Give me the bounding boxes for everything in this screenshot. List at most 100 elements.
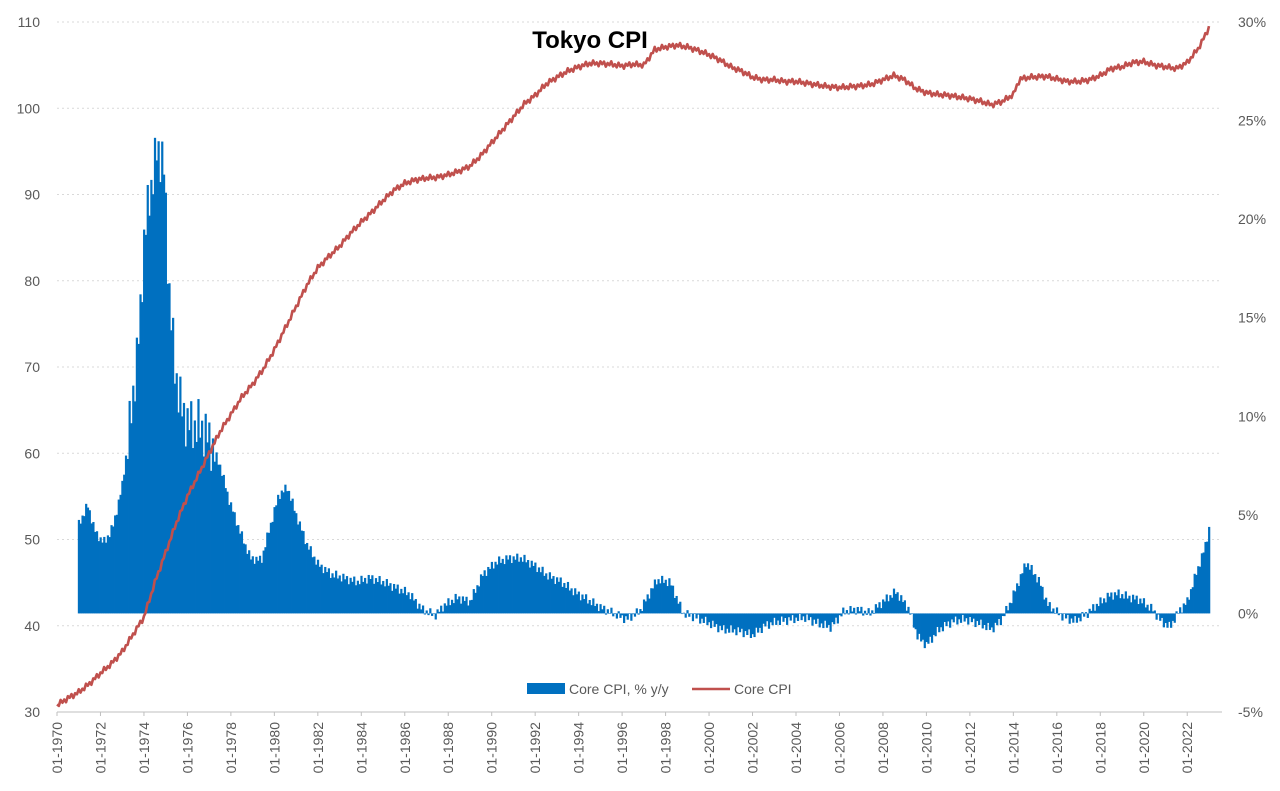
bar (421, 605, 425, 614)
bar (1059, 613, 1062, 614)
bar (530, 560, 533, 614)
right-tick-label: 15% (1238, 310, 1266, 326)
bar (469, 600, 472, 614)
bar (901, 602, 905, 614)
bar (126, 458, 129, 614)
bar (318, 566, 321, 614)
bar (1195, 574, 1198, 614)
bar (418, 603, 421, 614)
left-tick-label: 80 (24, 273, 40, 289)
bar (121, 480, 124, 614)
right-tick-label: 0% (1238, 605, 1258, 621)
bar (479, 574, 483, 614)
bar (925, 613, 928, 643)
bar (150, 179, 153, 614)
bar (829, 613, 832, 632)
bar (584, 594, 588, 614)
bar (190, 401, 193, 614)
bar (588, 599, 591, 614)
bar (900, 595, 903, 614)
bar (668, 578, 671, 614)
x-tick-label: 01-2014 (1005, 722, 1021, 774)
bar (344, 579, 347, 614)
bar (878, 602, 881, 614)
bar (738, 613, 742, 633)
bar (655, 584, 658, 614)
bar (646, 594, 649, 614)
bar (831, 613, 834, 623)
bar (307, 549, 311, 614)
bar (275, 505, 278, 614)
bar (673, 597, 676, 614)
bar (1093, 610, 1097, 614)
bar (815, 613, 818, 624)
bar (782, 613, 785, 622)
bar (842, 607, 845, 614)
bar (106, 535, 110, 614)
bar (95, 531, 99, 614)
bar (1188, 599, 1191, 614)
bar (414, 599, 417, 614)
bar (373, 583, 376, 614)
bar (463, 600, 466, 614)
bar (697, 613, 700, 615)
bar (289, 500, 292, 614)
bar (416, 608, 419, 614)
bar (481, 575, 484, 614)
bar (726, 613, 729, 629)
bar (260, 562, 263, 614)
bar (1155, 613, 1158, 620)
bar (595, 603, 599, 614)
bar (104, 542, 108, 614)
left-tick-label: 60 (24, 445, 40, 461)
bar (731, 613, 734, 633)
bar (659, 583, 662, 614)
bar (700, 613, 704, 619)
bar (153, 137, 157, 614)
bar (99, 537, 102, 614)
bar (920, 613, 923, 642)
bar (181, 416, 184, 614)
bar (1057, 613, 1060, 616)
bar (494, 561, 497, 614)
bar (572, 595, 575, 614)
bar (800, 613, 803, 621)
left-tick-label: 90 (24, 187, 40, 203)
x-tick-label: 01-2004 (788, 722, 804, 774)
bar (108, 537, 111, 614)
bar (137, 343, 140, 614)
bar (510, 563, 513, 614)
bar (719, 613, 722, 626)
bar (112, 526, 115, 614)
bar (258, 555, 262, 614)
bar (776, 613, 780, 621)
bar (1197, 566, 1200, 614)
bar (1108, 596, 1111, 614)
bar (380, 584, 383, 614)
bar (152, 194, 155, 614)
bar (505, 555, 508, 614)
bar (284, 484, 287, 614)
bar (1168, 613, 1171, 622)
bar (465, 596, 468, 614)
bar (186, 408, 189, 614)
bar (574, 588, 577, 614)
bar (941, 613, 945, 632)
x-tick-label: 01-2002 (745, 722, 761, 774)
bar (525, 562, 528, 614)
bar (199, 437, 202, 614)
bar (398, 593, 401, 614)
bar (945, 613, 948, 627)
bar (1050, 611, 1053, 614)
bar (517, 561, 521, 614)
bar (488, 568, 492, 614)
bar (968, 613, 972, 618)
bar (594, 606, 597, 614)
bar (967, 613, 970, 625)
bar (914, 613, 917, 630)
bar (295, 513, 298, 614)
bar (427, 613, 430, 616)
bar (872, 613, 876, 615)
bar (342, 573, 345, 614)
bar (115, 514, 119, 614)
